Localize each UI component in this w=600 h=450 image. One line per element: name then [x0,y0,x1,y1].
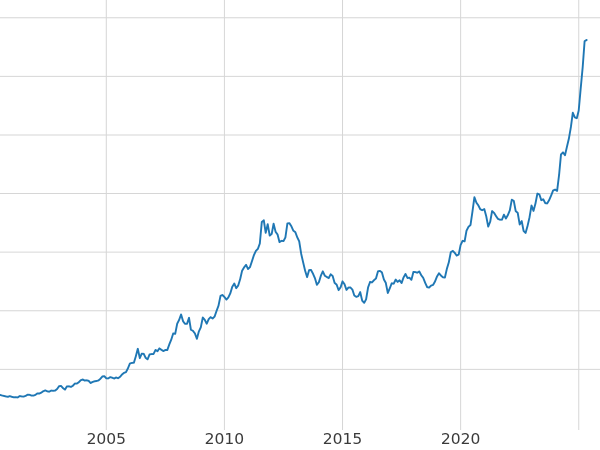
price-line [0,39,588,399]
